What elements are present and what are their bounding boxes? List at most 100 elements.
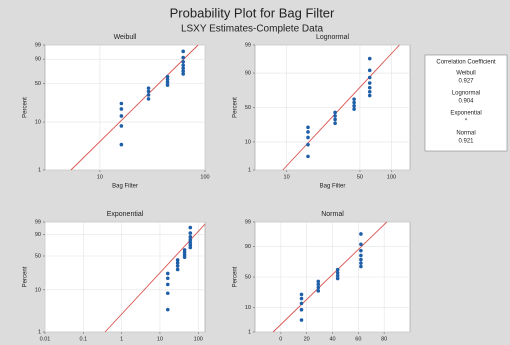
data-point (299, 307, 304, 312)
data-point (165, 282, 170, 287)
y-tick-label: 1 (248, 167, 251, 173)
x-tick-label: 10 (97, 174, 103, 180)
x-tick-label: 100 (200, 174, 209, 180)
data-point (188, 225, 193, 230)
x-tick-label: 10 (157, 336, 163, 342)
data-point (146, 97, 151, 101)
data-point (181, 55, 185, 60)
data-point (333, 110, 337, 115)
legend-name: Lognormal (452, 91, 480, 97)
data-point (367, 85, 372, 90)
y-tick-label: 1 (38, 167, 41, 173)
data-point (335, 273, 340, 278)
data-point (165, 83, 170, 87)
data-point (359, 248, 363, 253)
data-point (359, 264, 363, 269)
data-point (306, 130, 310, 134)
legend-value: 0.921 (458, 139, 474, 145)
x-tick-label: 60 (355, 336, 361, 342)
y-tick-label: 1 (38, 329, 41, 335)
data-point (181, 49, 185, 54)
fit-line (104, 223, 206, 333)
data-point (165, 80, 170, 85)
y-tick-label: 99 (245, 219, 251, 225)
legend-title: Correlation Coefficient (436, 60, 496, 66)
data-point (359, 261, 363, 265)
y-tick-label: 90 (35, 232, 41, 238)
x-tick-label: 50 (357, 174, 363, 180)
chart-title: Probability Plot for Bag Filter (170, 5, 335, 20)
data-point (333, 114, 337, 118)
x-tick-label: 40 (329, 336, 335, 342)
data-point (188, 240, 193, 245)
data-point (352, 97, 356, 101)
data-point (316, 289, 321, 293)
data-point (335, 267, 340, 272)
data-point (182, 255, 187, 260)
data-point (175, 267, 180, 272)
data-point (367, 68, 372, 73)
fit-line (282, 44, 400, 171)
data-point (146, 86, 151, 90)
data-point (119, 101, 124, 106)
data-point (367, 89, 372, 94)
y-tick-label: 99 (245, 42, 251, 48)
data-point (352, 100, 356, 105)
y-axis-label: Percent (233, 266, 239, 287)
data-point (299, 296, 304, 301)
data-point (146, 93, 151, 97)
data-point (335, 270, 340, 275)
fit-line (272, 221, 388, 333)
data-point (367, 81, 372, 85)
x-tick-label: 20 (304, 336, 310, 342)
data-point (119, 114, 124, 118)
data-point (175, 261, 180, 265)
data-point (165, 276, 170, 281)
y-tick-label: 10 (245, 139, 251, 145)
data-point (333, 117, 337, 122)
y-tick-label: 90 (245, 71, 251, 77)
legend-value: * (465, 119, 468, 125)
data-point (188, 234, 193, 239)
data-point (119, 124, 124, 128)
legend-name: Weibull (456, 71, 476, 77)
data-point (119, 107, 124, 111)
data-point (181, 66, 185, 71)
data-point (165, 307, 170, 312)
data-point (175, 264, 180, 268)
fit-line (70, 44, 199, 171)
data-point (175, 258, 180, 262)
panel-title: Lognormal (316, 34, 350, 41)
legend-value: 0.927 (458, 79, 474, 85)
data-point (299, 301, 304, 306)
x-tick-label: 0.01 (40, 336, 51, 342)
data-point (181, 59, 185, 64)
panel-title: Weibull (114, 34, 137, 41)
data-point (165, 77, 170, 82)
y-axis-label: Percent (23, 266, 29, 287)
data-point (306, 154, 310, 159)
data-point (181, 69, 185, 73)
data-point (182, 248, 187, 252)
x-axis-label: Bag Filter (320, 184, 346, 190)
data-point (188, 243, 193, 247)
chart-subtitle: LSXY Estimates-Complete Data (181, 24, 324, 35)
y-tick-label: 90 (245, 244, 251, 250)
plot-area (44, 44, 206, 171)
data-point (188, 238, 193, 242)
data-point (181, 63, 185, 68)
data-point (165, 74, 170, 79)
x-tick-label: 100 (194, 336, 203, 342)
data-point (306, 142, 310, 147)
legend-name: Exponential (450, 111, 481, 117)
data-point (119, 142, 124, 147)
x-tick-label: 1 (120, 336, 123, 342)
legend-name: Normal (456, 131, 475, 137)
data-point (306, 135, 310, 140)
data-point (367, 93, 372, 98)
data-point (352, 104, 356, 108)
data-point (359, 232, 363, 236)
data-point (359, 253, 363, 258)
y-tick-label: 50 (245, 105, 251, 111)
